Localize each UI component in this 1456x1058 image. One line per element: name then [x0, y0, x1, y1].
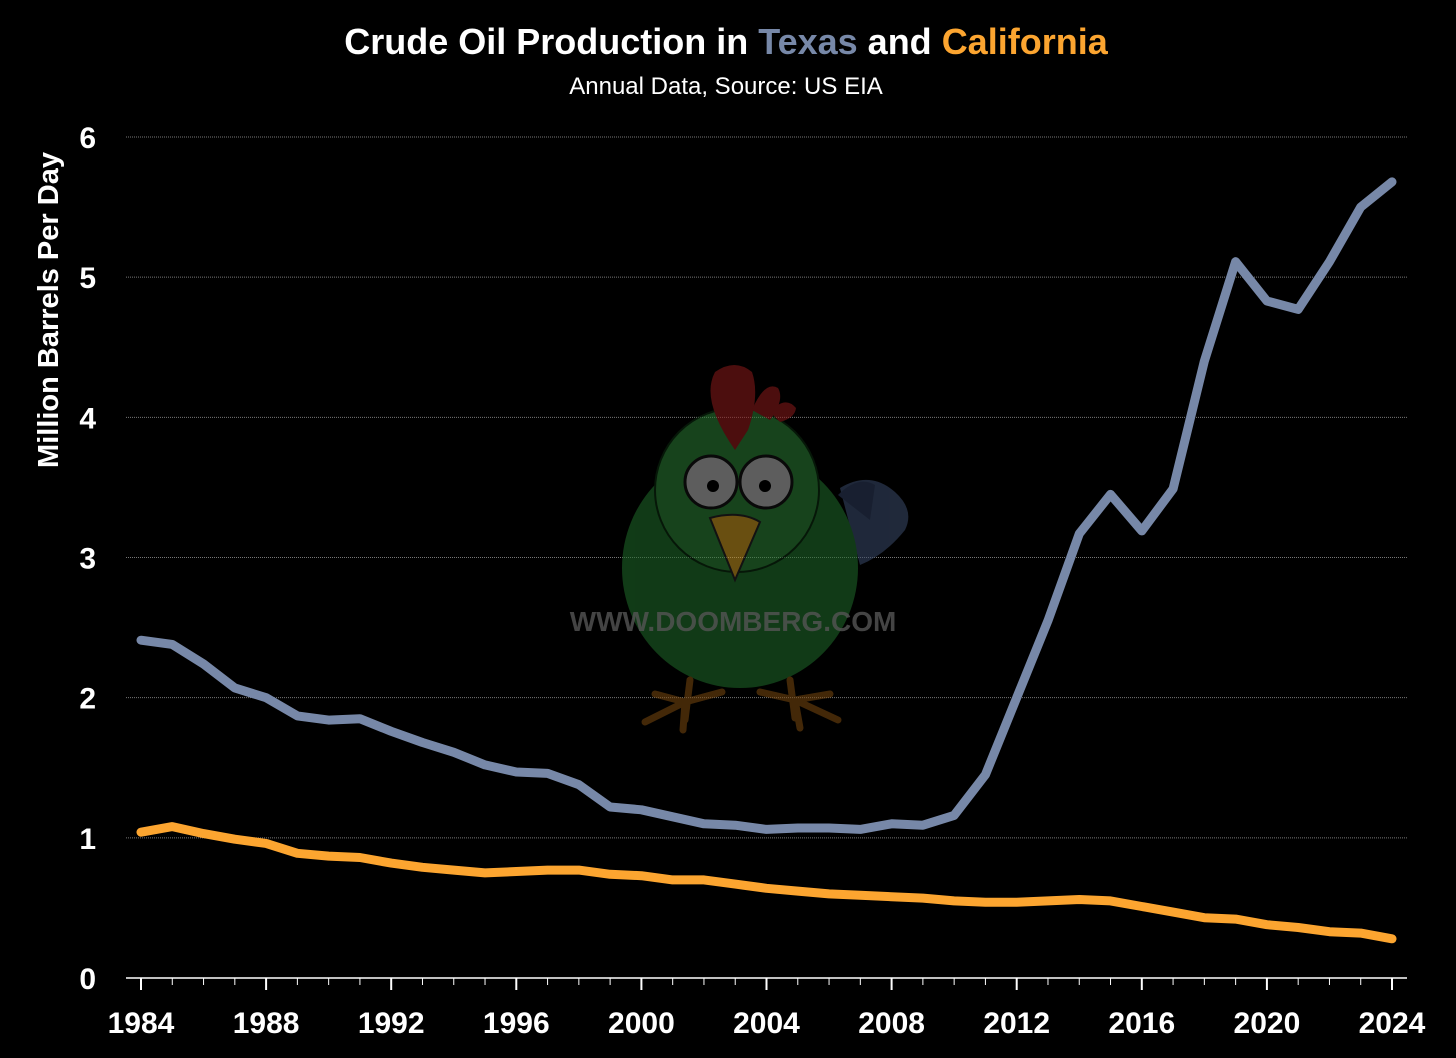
y-tick-label: 3 — [79, 543, 96, 576]
x-tick-label: 2020 — [1234, 1007, 1301, 1040]
chart-title: Crude Oil Production in Texas and Califo… — [344, 21, 1108, 62]
x-tick-label: 2004 — [733, 1007, 800, 1040]
y-tick-label: 4 — [79, 402, 96, 435]
mascot-feet — [641, 676, 842, 734]
title-part-1: Crude Oil Production in — [344, 21, 758, 62]
mascot-comb — [710, 365, 756, 450]
mascot-pupil — [759, 480, 771, 492]
series-group — [136, 177, 1397, 944]
mascot-comb — [770, 402, 796, 422]
x-tick-label: 1992 — [358, 1007, 425, 1040]
x-tick-label: 1988 — [233, 1007, 300, 1040]
series-line-california — [136, 822, 1397, 944]
watermark-text: WWW.DOOMBERG.COM — [570, 606, 897, 637]
y-tick-label: 5 — [79, 262, 96, 295]
mascot-pupil — [707, 480, 719, 492]
y-tick-label: 1 — [79, 823, 96, 856]
x-tick-label: 2000 — [608, 1007, 675, 1040]
x-tick-label: 2016 — [1108, 1007, 1175, 1040]
title-california: California — [942, 21, 1109, 62]
title-part-3: and — [858, 21, 942, 62]
y-tick-label: 6 — [79, 122, 96, 155]
series-line-texas — [136, 177, 1397, 834]
y-tick-label: 2 — [79, 683, 96, 716]
x-tick-label: 1996 — [483, 1007, 550, 1040]
x-tick-label: 2008 — [858, 1007, 925, 1040]
y-tick-label: 0 — [79, 963, 96, 996]
chicken-mascot-icon — [622, 365, 909, 734]
x-tick-label: 2024 — [1359, 1007, 1426, 1040]
mascot-beak — [708, 513, 762, 583]
tail-feather — [838, 481, 875, 520]
title-texas: Texas — [758, 21, 857, 62]
x-tick-label: 1984 — [108, 1007, 175, 1040]
tick-labels: 0 1 2 3 4 5 6 1984 1988 1992 1996 2000 2004 2008 2012 2… — [79, 122, 1425, 1040]
x-tick-label: 2012 — [983, 1007, 1050, 1040]
chart-subtitle: Annual Data, Source: US EIA — [569, 73, 883, 100]
y-axis-label: Million Barrels Per Day — [33, 152, 65, 468]
